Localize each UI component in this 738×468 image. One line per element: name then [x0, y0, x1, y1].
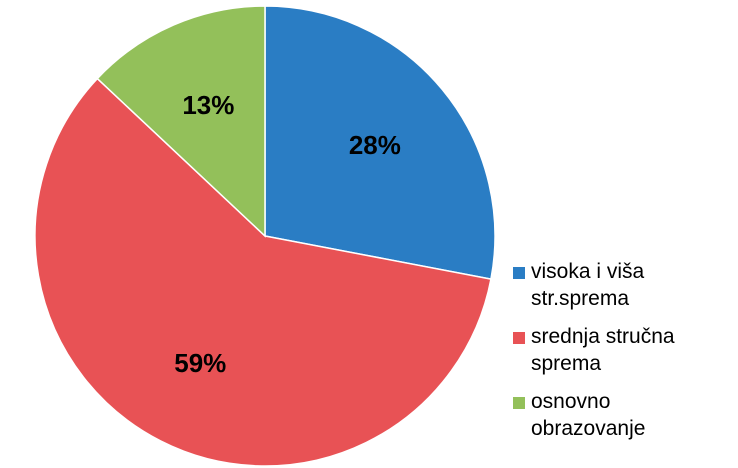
legend-item-osnovno: osnovno obrazovanje	[513, 388, 735, 442]
data-label-visoka: 28%	[349, 130, 401, 160]
legend-label-srednja-line1: srednja stručna	[531, 325, 675, 348]
legend-label-visoka-line2: str.sprema	[531, 287, 630, 310]
pie-slice-visoka	[264, 5, 496, 280]
pie-slice-srednja	[34, 77, 492, 467]
data-label-osnovno: 13%	[182, 90, 234, 120]
legend-label-srednja-line2: sprema	[531, 352, 602, 375]
legend-swatch-osnovno	[513, 397, 525, 409]
legend: visoka i viša str.sprema srednja stručna…	[513, 258, 735, 453]
legend-swatch-srednja	[513, 332, 525, 344]
pie-slice-osnovno	[96, 5, 266, 238]
pie-slices	[34, 5, 496, 467]
legend-item-srednja: srednja stručna sprema	[513, 323, 735, 377]
legend-label-osnovno-line2: obrazovanje	[531, 417, 646, 440]
legend-item-visoka: visoka i viša str.sprema	[513, 258, 735, 312]
legend-label-osnovno-line1: osnovno	[531, 390, 611, 413]
legend-label-visoka-line1: visoka i viša	[531, 260, 645, 283]
data-label-srednja: 59%	[174, 348, 226, 378]
legend-swatch-visoka	[513, 267, 525, 279]
pie-data-labels: 28% 59% 13%	[174, 90, 401, 378]
